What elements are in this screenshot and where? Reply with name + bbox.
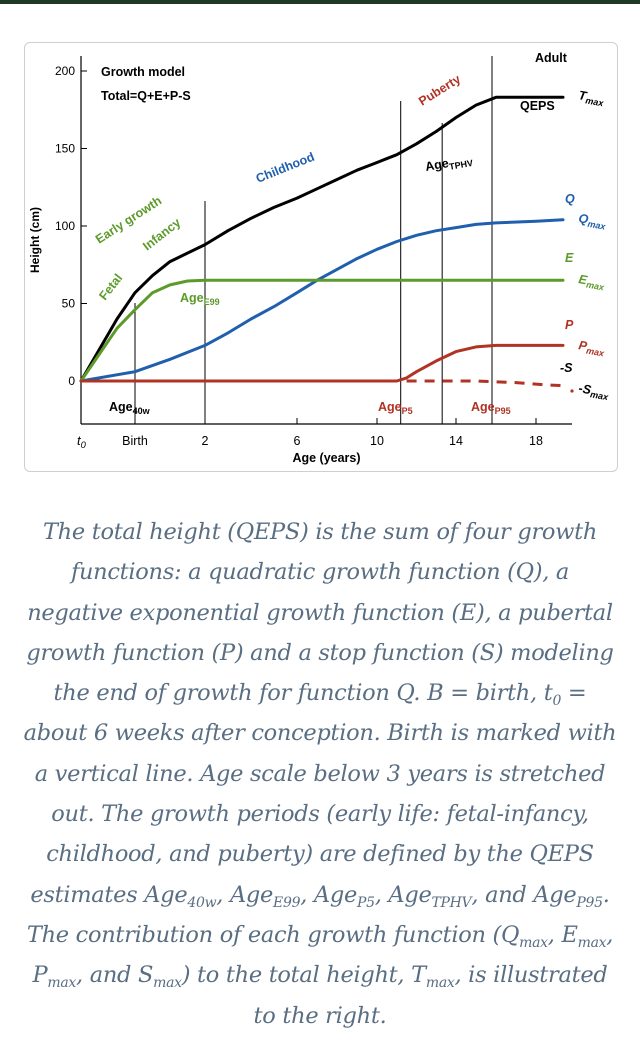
caption-text: , and S [76,962,154,989]
marker-label-agee99: AgeE99 [180,291,220,307]
growth-chart: 0 50 100 150 200 t0 Birth 2 6 10 14 18 Age (years) He… [28,51,611,465]
caption-sub: max [519,934,548,951]
series-label-q: Q [565,192,575,206]
caption-sub: P95 [576,894,603,911]
series-line-e [79,278,565,383]
x-tick-label: 6 [294,434,301,448]
caption-text: . The contribution of each growth functi… [26,881,610,948]
series-line-qeps [79,95,565,383]
label-infancy: Infancy [140,215,183,253]
series-s-end-dot [570,389,574,393]
marker-label-age40w: Age40w [109,400,151,416]
caption-text: , P [32,921,614,989]
x-tick-label: 2 [202,434,209,448]
top-border [0,0,640,4]
caption-sub: P5 [356,894,375,911]
caption-text: The total height (QEPS) is the sum of fo… [26,519,614,707]
caption-text: , is illustrated to the right. [253,962,608,1029]
label-fetal: Fetal [96,271,125,303]
growth-chart-card: 0 50 100 150 200 t0 Birth 2 6 10 14 18 Age (years) He… [24,42,618,472]
y-tick-label: 100 [55,219,75,233]
marker-label-agep5: AgeP5 [378,400,413,416]
label-adult: Adult [535,51,568,65]
caption-sub: 40w [187,894,217,911]
series-label-qeps: QEPS [520,99,555,113]
y-tick-label: 50 [62,297,76,311]
y-axis-label: Height (cm) [28,207,42,273]
caption-text: , Age [374,881,432,908]
x-tick-label: t0 [77,433,87,450]
caption-text: , Age [216,881,274,908]
y-tick-label: 150 [55,142,75,156]
chart-title: Growth model [101,65,185,79]
y-tick-label: 0 [68,374,75,388]
x-axis-label: Age (years) [292,451,360,465]
series-end-label-e: Emax [577,272,607,293]
caption-text: = about 6 weeks after conception. Birth … [23,680,617,908]
series-end-label-p: Pmax [577,338,607,359]
series-line-q [79,218,565,383]
x-tick-label: Birth [122,434,148,448]
x-tick-label: 14 [449,434,463,448]
figure-caption: The total height (QEPS) is the sum of fo… [22,512,618,1036]
series-label-s: -S [560,361,573,375]
marker-label-agep95: AgeP95 [471,400,511,416]
x-tick-label: 10 [370,434,384,448]
series-label-e: E [565,251,574,265]
caption-text: , E [547,921,578,948]
series-end-label-qeps: Tmax [577,88,606,108]
caption-sub: max [425,975,455,992]
label-childhood: Childhood [254,150,317,186]
caption-sub: max [577,934,607,951]
label-puberty: Puberty [416,72,463,109]
series-end-label-q: Qmax [577,211,608,232]
caption-sub: E99 [273,894,301,911]
caption-sub: 0 [552,693,562,710]
chart-subtitle: Total=Q+E+P-S [101,89,191,103]
x-tick-label: 18 [529,434,543,448]
caption-text: ) to the total height, T [181,962,426,989]
series-line-p [79,343,565,383]
caption-text: , and Age [471,881,577,908]
marker-label-agetphv: AgeTPHV [424,152,474,176]
caption-text: , Age [300,881,357,908]
caption-sub: TPHV [431,894,472,911]
series-label-p: P [565,318,574,332]
series-end-label-s: -Smax [577,381,611,402]
caption-sub: max [47,975,76,992]
series-line-s [406,379,564,388]
caption-sub: max [153,975,182,992]
y-tick-label: 200 [55,64,75,78]
